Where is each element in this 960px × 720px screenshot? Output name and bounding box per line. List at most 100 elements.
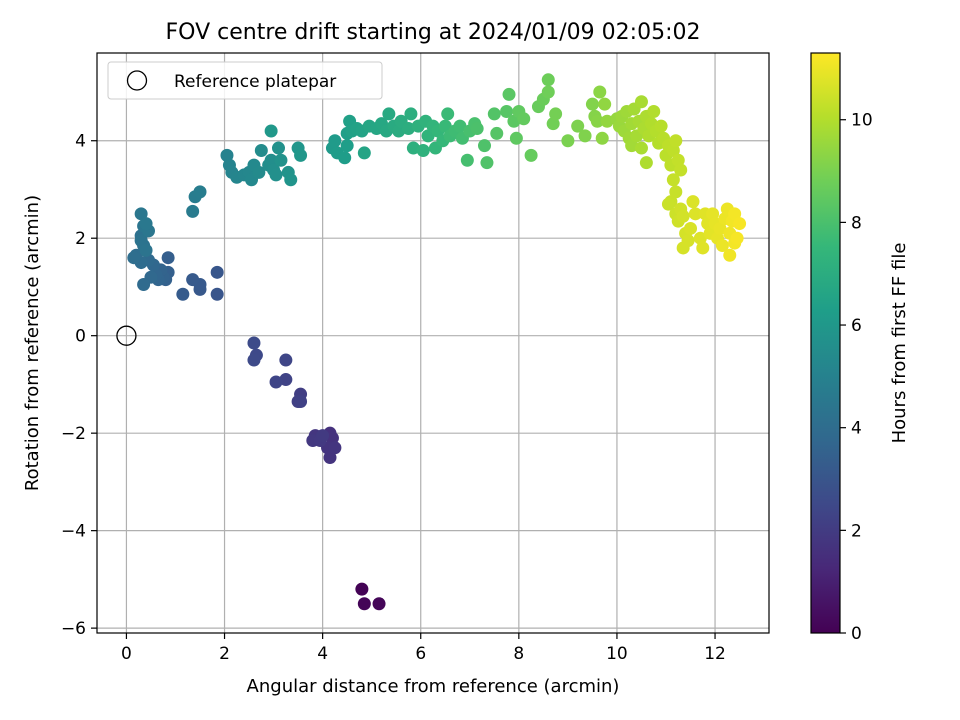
- chart-title: FOV centre drift starting at 2024/01/09 …: [166, 20, 701, 45]
- data-point: [600, 114, 614, 128]
- data-point: [340, 139, 354, 153]
- data-point: [730, 231, 744, 245]
- legend-entry-reference: Reference platepar: [174, 72, 336, 92]
- data-point: [686, 195, 700, 209]
- y-tick-label: −4: [61, 522, 86, 542]
- colorbar-label: Hours from first FF file: [889, 243, 910, 444]
- data-point: [674, 163, 688, 177]
- y-tick-label: −2: [61, 424, 86, 444]
- data-point: [416, 143, 430, 157]
- colorbar-tick-label: 8: [851, 213, 862, 233]
- data-point: [561, 134, 575, 148]
- colorbar-tick-label: 10: [851, 111, 873, 131]
- data-point: [323, 451, 337, 465]
- y-axis-ticks: −6 −4 −2 0 2 4: [61, 132, 97, 639]
- data-point: [541, 85, 555, 99]
- data-point: [478, 139, 492, 153]
- data-point: [247, 353, 261, 367]
- data-point: [693, 231, 707, 245]
- data-point: [210, 287, 224, 301]
- data-point: [193, 185, 207, 199]
- data-point: [328, 441, 342, 455]
- data-point: [549, 107, 563, 121]
- data-point: [634, 141, 648, 155]
- data-point: [733, 217, 747, 231]
- data-point: [404, 107, 418, 121]
- data-point: [595, 131, 609, 145]
- data-point: [357, 597, 371, 611]
- data-point: [279, 373, 293, 387]
- colorbar: 0 2 4 6 8 10 Hours from first FF file: [810, 52, 910, 644]
- data-point: [676, 209, 690, 223]
- x-tick-label: 0: [121, 644, 132, 664]
- data-point: [254, 143, 268, 157]
- reference-platepar-marker: [116, 325, 137, 346]
- data-point: [392, 124, 406, 138]
- data-point: [186, 273, 200, 287]
- data-point: [139, 217, 153, 231]
- data-point: [139, 243, 153, 257]
- data-point: [252, 165, 266, 179]
- data-point: [524, 148, 538, 162]
- data-point: [269, 168, 283, 182]
- data-point: [453, 119, 467, 133]
- data-point: [688, 207, 702, 221]
- data-point: [316, 429, 330, 443]
- data-point: [338, 151, 352, 165]
- data-point: [669, 185, 683, 199]
- data-point: [500, 104, 514, 118]
- data-point: [713, 221, 727, 235]
- data-point: [590, 114, 604, 128]
- scatter-points: [127, 73, 747, 611]
- data-point: [509, 131, 523, 145]
- data-point: [696, 241, 710, 255]
- data-point: [541, 73, 555, 87]
- colorbar-tick-label: 4: [851, 419, 862, 439]
- data-point: [460, 153, 474, 167]
- y-tick-label: 4: [75, 132, 86, 152]
- data-point: [294, 148, 308, 162]
- colorbar-tick-label: 0: [851, 624, 862, 644]
- data-point: [671, 153, 685, 167]
- data-point: [666, 173, 680, 187]
- legend: Reference platepar: [107, 61, 383, 100]
- data-point: [134, 234, 148, 248]
- data-point: [647, 104, 661, 118]
- data-point: [438, 119, 452, 133]
- data-point: [487, 107, 501, 121]
- data-point: [625, 139, 639, 153]
- data-point: [684, 221, 698, 235]
- data-point: [681, 234, 695, 248]
- data-point: [490, 126, 504, 140]
- data-point: [325, 431, 339, 445]
- x-axis-ticks: 0 2 4 6 8 10 12: [121, 633, 726, 664]
- data-point: [176, 287, 190, 301]
- x-tick-label: 12: [704, 644, 726, 664]
- data-point: [210, 265, 224, 279]
- legend-marker-icon: [126, 70, 148, 91]
- data-point: [585, 97, 599, 111]
- plot-frame: [96, 52, 770, 634]
- data-point: [598, 97, 612, 111]
- data-point: [134, 207, 148, 221]
- data-point: [247, 336, 261, 350]
- legend-box: [107, 61, 383, 100]
- x-axis-label: Angular distance from reference (arcmin): [247, 676, 620, 697]
- data-point: [220, 148, 234, 162]
- y-tick-label: 0: [75, 327, 86, 347]
- data-point: [161, 251, 175, 265]
- data-point: [279, 353, 293, 367]
- x-tick-label: 6: [415, 644, 426, 664]
- data-point: [401, 122, 415, 136]
- data-point: [502, 87, 516, 101]
- data-point: [406, 141, 420, 155]
- data-point: [382, 107, 396, 121]
- data-point: [421, 129, 435, 143]
- data-point: [654, 119, 668, 133]
- data-point: [186, 204, 200, 218]
- reference-layer: [116, 325, 137, 346]
- data-point: [284, 173, 298, 187]
- data-point: [715, 239, 729, 253]
- data-point: [328, 134, 342, 148]
